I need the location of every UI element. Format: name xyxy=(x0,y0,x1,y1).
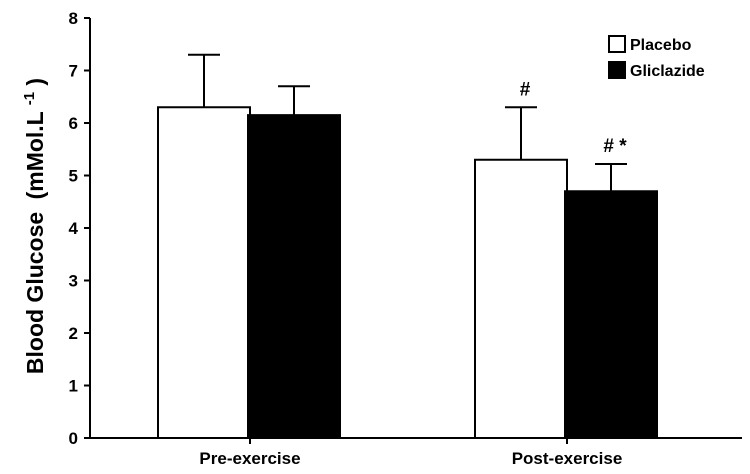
legend-swatch-placebo xyxy=(608,35,626,53)
bar-gliclazide xyxy=(564,190,658,439)
y-tick-label: 2 xyxy=(69,324,78,343)
y-tick-label: 3 xyxy=(69,272,78,291)
y-tick-label: 5 xyxy=(69,167,78,186)
category-labels: Pre-exercise Post-exercise xyxy=(199,438,622,468)
y-tick-label: 7 xyxy=(69,62,78,81)
y-axis-label: Blood Glucose (mMol.L -1 ) xyxy=(13,78,48,374)
y-ticks: 0 1 2 3 4 5 6 7 8 xyxy=(69,9,90,448)
bar-gliclazide xyxy=(247,114,341,439)
x-category-label: Pre-exercise xyxy=(199,449,300,468)
y-tick-label: 6 xyxy=(69,114,78,133)
y-axis-label-unit-sup: -1 xyxy=(21,92,38,105)
legend-swatch-gliclazide xyxy=(608,61,626,79)
legend: Placebo Gliclazide xyxy=(608,35,705,80)
legend-label-placebo: Placebo xyxy=(630,37,692,54)
y-axis-label-main: Blood Glucose xyxy=(22,212,48,374)
y-tick-label: 0 xyxy=(69,429,78,448)
y-tick-label: 8 xyxy=(69,9,78,28)
y-tick-label: 1 xyxy=(69,377,78,396)
significance-marker: # * xyxy=(603,136,627,157)
y-axis-label-unit: (mMol.L xyxy=(22,111,48,199)
bars xyxy=(157,53,658,439)
bar-placebo xyxy=(474,158,568,439)
bar-placebo xyxy=(157,106,251,439)
significance-marker: # xyxy=(520,79,531,100)
annotations: # # * xyxy=(520,79,628,157)
y-axis-label-unit-end: ) xyxy=(22,78,48,86)
legend-label-gliclazide: Gliclazide xyxy=(630,63,705,80)
y-tick-label: 4 xyxy=(69,219,79,238)
x-category-label: Post-exercise xyxy=(512,449,623,468)
